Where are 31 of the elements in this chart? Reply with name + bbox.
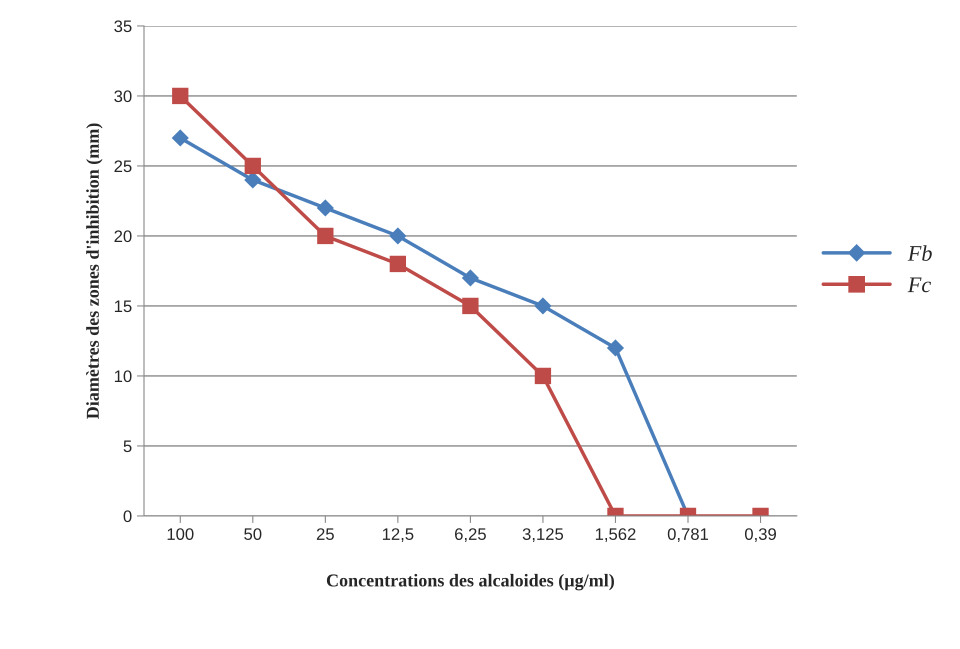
point — [172, 130, 189, 146]
point — [389, 228, 406, 244]
y-tick-label: 10 — [114, 370, 132, 382]
point — [172, 88, 188, 104]
y-axis-title: Diamètres des zones d'inhibition (mm) — [86, 123, 103, 419]
point — [390, 256, 406, 272]
y-tick-label: 15 — [114, 300, 132, 312]
x-tick-label: 0,39 — [744, 528, 776, 542]
point — [534, 298, 552, 314]
legend-label: Fc — [908, 278, 931, 292]
x-axis-title: Concentrations des alcaloides (µg/ml) — [326, 574, 614, 590]
x-tick-label: 3,125 — [522, 528, 564, 542]
x-tick-label: 1,562 — [596, 528, 636, 542]
y-tick-label: 20 — [114, 230, 132, 242]
point — [244, 158, 261, 174]
y-tick-label: 25 — [114, 160, 132, 172]
x-tick-label: 6,25 — [455, 528, 486, 542]
x-tick-label: 25 — [316, 528, 334, 540]
legend-label: Fb — [908, 245, 932, 261]
point — [462, 298, 479, 314]
point — [316, 200, 334, 216]
point — [462, 270, 479, 286]
y-tick-label: 35 — [114, 20, 132, 32]
y-tick-label: 30 — [114, 90, 132, 102]
x-tick-label: 0,781 — [668, 528, 708, 542]
x-tick-label: 50 — [244, 528, 262, 540]
y-tick-label: 0 — [124, 510, 132, 522]
y-tick-label: 5 — [124, 440, 132, 452]
x-tick-label: 100 — [168, 528, 194, 540]
x-tick-label: 12,5 — [382, 528, 414, 542]
point — [317, 228, 334, 244]
